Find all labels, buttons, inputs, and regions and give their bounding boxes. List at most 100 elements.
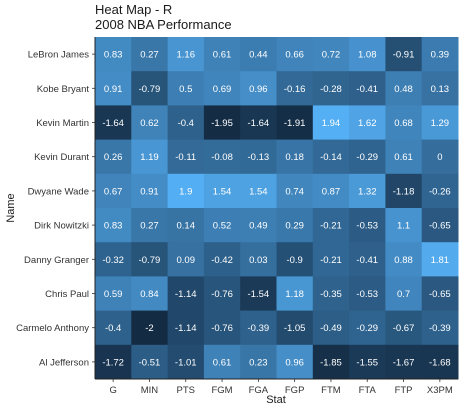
heatmap-cell-al-jefferson-fta <box>349 344 386 380</box>
cell-value-label: -0.29 <box>356 323 378 334</box>
heatmap-cell-labels: 0.83 0.27 1.16 0.61 0.44 0.66 0.72 1.08 -0.91 0.3… <box>102 50 450 369</box>
cell-value-label: -1.67 <box>393 357 415 368</box>
cell-value-label: -0.41 <box>356 84 378 95</box>
y-tick-label: Dirk Nowitzki <box>34 221 89 232</box>
heatmap-cell-kevin-durant-fgp <box>276 139 314 175</box>
heatmap-cell-dirk-nowitzki-fga <box>240 208 277 243</box>
cell-value-label: 0.67 <box>104 186 123 197</box>
cell-value-label: -1.95 <box>211 118 233 129</box>
y-tick-label: Kevin Durant <box>34 152 89 163</box>
cell-value-label: 0.13 <box>431 84 450 95</box>
cell-value-label: 1.16 <box>177 50 196 61</box>
cell-value-label: -0.13 <box>248 152 270 163</box>
cell-value-label: 0.7 <box>397 289 410 300</box>
heatmap-cell-dirk-nowitzki-ftp <box>385 208 423 243</box>
cell-value-label: -0.08 <box>211 152 233 163</box>
x-tick-label: MIN <box>141 385 159 396</box>
heatmap-cell-kevin-durant-ftp <box>385 139 423 175</box>
heatmap-cell-dwyane-wade-fta <box>349 173 386 209</box>
heatmap-cell-dwyane-wade-pts <box>167 173 205 209</box>
heatmap-cell-danny-granger-ftp <box>385 242 423 277</box>
cell-value-label: -1.64 <box>248 118 270 129</box>
cell-value-label: 0 <box>437 152 442 163</box>
cell-value-label: 0.23 <box>249 357 268 368</box>
cell-value-label: 0.96 <box>285 357 304 368</box>
heatmap-cell-danny-granger-ftm <box>312 242 350 277</box>
cell-value-label: 0.61 <box>213 50 232 61</box>
heatmap-cell-dwyane-wade-ftm <box>312 173 350 209</box>
heatmap-cell-kevin-martin-ftm <box>312 105 350 141</box>
heatmap-cell-danny-granger-g <box>95 242 132 277</box>
cell-value-label: 0.62 <box>140 118 159 129</box>
cell-value-label: -1.14 <box>175 289 197 300</box>
cell-value-label: -0.35 <box>320 289 342 300</box>
heatmap-cell-chris-paul-g <box>95 276 132 312</box>
heatmap-cell-lebron-james-ftm <box>312 37 350 72</box>
cell-value-label: -1.54 <box>248 289 270 300</box>
cell-value-label: 0.39 <box>431 50 450 61</box>
cell-value-label: 1.18 <box>285 289 304 300</box>
cell-value-label: -0.26 <box>429 186 451 197</box>
heatmap-cells <box>95 37 459 380</box>
x-tick-label: FGP <box>285 385 305 396</box>
cell-value-label: -0.14 <box>320 152 342 163</box>
heatmap-cell-kobe-bryant-ftp <box>385 71 423 106</box>
cell-value-label: -0.4 <box>178 118 194 129</box>
heatmap-cell-kevin-durant-g <box>95 139 132 175</box>
heatmap-cell-dwyane-wade-fga <box>240 173 277 209</box>
heatmap-cell-kevin-martin-fgp <box>276 105 314 141</box>
heatmap-cell-chris-paul-min <box>131 276 169 312</box>
y-tick-label: Kobe Bryant <box>37 84 90 95</box>
cell-value-label: -0.39 <box>248 323 270 334</box>
heatmap-cell-carmelo-anthony-fga <box>240 310 277 346</box>
heatmap-cell-dirk-nowitzki-ftm <box>312 208 350 243</box>
heatmap-cell-al-jefferson-ftm <box>312 344 350 380</box>
heatmap-cell-lebron-james-fgm <box>203 37 241 72</box>
cell-value-label: -1.64 <box>102 118 124 129</box>
cell-value-label: 1.29 <box>431 118 450 129</box>
cell-value-label: -0.39 <box>429 323 451 334</box>
cell-value-label: 0.18 <box>285 152 304 163</box>
cell-value-label: 0.27 <box>140 221 159 232</box>
cell-value-label: -0.9 <box>286 255 302 266</box>
heatmap-cell-kevin-martin-ftp <box>385 105 423 141</box>
cell-value-label: -0.76 <box>211 323 233 334</box>
cell-value-label: -0.91 <box>393 50 415 61</box>
cell-value-label: 0.59 <box>104 289 123 300</box>
heatmap-cell-al-jefferson-x3pm <box>421 344 459 380</box>
cell-value-label: -0.42 <box>211 255 233 266</box>
heatmap-cell-carmelo-anthony-g <box>95 310 132 346</box>
heatmap-cell-al-jefferson-fga <box>240 344 277 380</box>
cell-value-label: -0.65 <box>429 221 451 232</box>
cell-value-label: -1.01 <box>175 357 197 368</box>
heatmap-cell-lebron-james-ftp <box>385 37 423 72</box>
heatmap-cell-carmelo-anthony-fta <box>349 310 386 346</box>
heatmap-cell-kobe-bryant-fta <box>349 71 386 106</box>
heatmap-cell-chris-paul-ftm <box>312 276 350 312</box>
heatmap-cell-kobe-bryant-g <box>95 71 132 106</box>
cell-value-label: -1.85 <box>320 357 342 368</box>
heatmap-cell-carmelo-anthony-min <box>131 310 169 346</box>
heatmap-cell-danny-granger-fta <box>349 242 386 277</box>
heatmap-cell-lebron-james-g <box>95 37 132 72</box>
heatmap-cell-al-jefferson-ftp <box>385 344 423 380</box>
heatmap-cell-dirk-nowitzki-pts <box>167 208 205 243</box>
heatmap-cell-kevin-martin-g <box>95 105 132 141</box>
cell-value-label: -0.21 <box>320 255 342 266</box>
cell-value-label: 0.48 <box>394 84 413 95</box>
cell-value-label: 0.5 <box>179 84 192 95</box>
cell-value-label: 0.83 <box>104 221 123 232</box>
x-axis: G MIN PTS FGM FGA FGP FTM FTA FTP X3PM <box>95 378 458 396</box>
cell-value-label: -1.14 <box>175 323 197 334</box>
heatmap-cell-dirk-nowitzki-fta <box>349 208 386 243</box>
x-tick-label: FGM <box>211 385 232 396</box>
cell-value-label: -0.4 <box>105 323 121 334</box>
y-tick-label: Danny Granger <box>24 255 89 266</box>
cell-value-label: -0.16 <box>284 84 306 95</box>
heatmap-cell-chris-paul-x3pm <box>421 276 459 312</box>
cell-value-label: -1.91 <box>284 118 306 129</box>
heatmap-cell-dwyane-wade-fgm <box>203 173 241 209</box>
cell-value-label: 1.19 <box>140 152 159 163</box>
heatmap-cell-chris-paul-fta <box>349 276 386 312</box>
